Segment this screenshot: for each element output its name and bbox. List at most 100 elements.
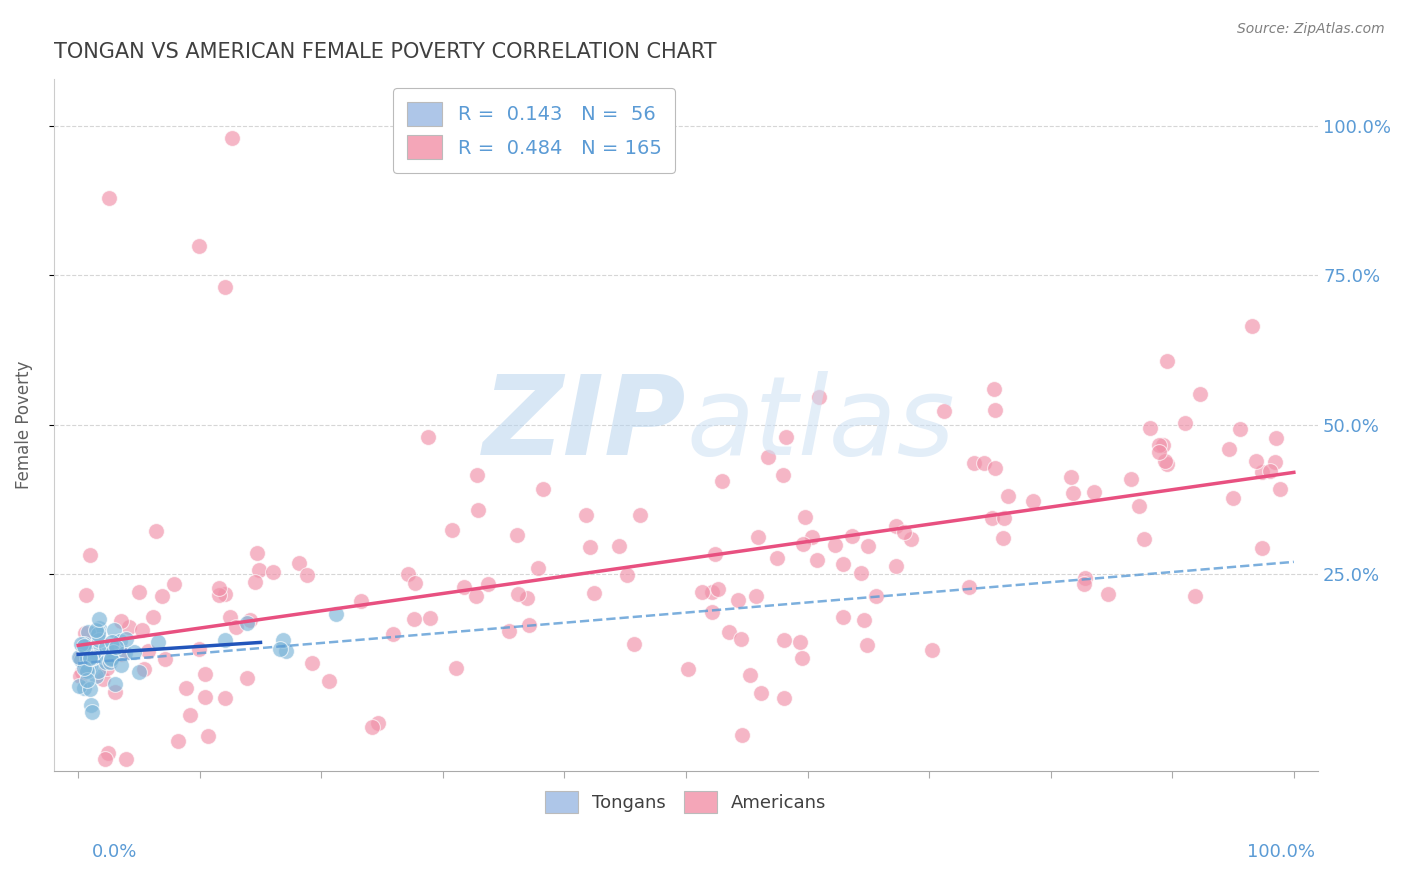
Text: ZIP: ZIP: [482, 371, 686, 478]
Point: [72, 681, 94, 696]
Point: [1156, 457, 1178, 471]
Text: TONGAN VS AMERICAN FEMALE POVERTY CORRELATION CHART: TONGAN VS AMERICAN FEMALE POVERTY CORREL…: [53, 42, 717, 62]
Point: [983, 382, 1005, 396]
Point: [84, 668, 107, 682]
Point: [75, 588, 97, 602]
Point: [865, 589, 887, 603]
Point: [702, 605, 724, 619]
Point: [1222, 491, 1244, 505]
Point: [76, 660, 98, 674]
Point: [82, 649, 104, 664]
Point: [214, 690, 236, 705]
Point: [1022, 493, 1045, 508]
Point: [97, 746, 120, 760]
Point: [527, 560, 550, 574]
Point: [1174, 416, 1197, 430]
Point: [87, 621, 110, 635]
Point: [921, 642, 943, 657]
Point: [616, 568, 638, 582]
Text: 100.0%: 100.0%: [1247, 843, 1315, 861]
Point: [367, 716, 389, 731]
Point: [73, 625, 96, 640]
Point: [1119, 472, 1142, 486]
Point: [517, 618, 540, 632]
Point: [498, 624, 520, 639]
Point: [69, 650, 91, 665]
Point: [214, 586, 236, 600]
Point: [396, 566, 419, 581]
Point: [884, 558, 907, 573]
Point: [444, 661, 467, 675]
Point: [1244, 453, 1267, 467]
Point: [76, 663, 98, 677]
Point: [146, 635, 169, 649]
Point: [83, 645, 105, 659]
Point: [1152, 438, 1174, 452]
Point: [94, 655, 117, 669]
Point: [676, 662, 699, 676]
Point: [100, 652, 122, 666]
Point: [197, 729, 219, 743]
Point: [67, 679, 90, 693]
Point: [69, 651, 91, 665]
Point: [77, 625, 100, 640]
Point: [794, 510, 817, 524]
Point: [932, 404, 955, 418]
Point: [1251, 541, 1274, 555]
Point: [800, 530, 823, 544]
Point: [1240, 318, 1263, 333]
Point: [103, 623, 125, 637]
Point: [792, 650, 814, 665]
Point: [247, 563, 270, 577]
Legend: Tongans, Americans: Tongans, Americans: [534, 780, 838, 824]
Point: [76, 651, 98, 665]
Point: [993, 510, 1015, 524]
Point: [441, 523, 464, 537]
Point: [1060, 470, 1083, 484]
Point: [262, 566, 284, 580]
Point: [86, 664, 108, 678]
Point: [984, 403, 1007, 417]
Point: [957, 580, 980, 594]
Point: [1097, 587, 1119, 601]
Point: [79, 681, 101, 696]
Point: [516, 591, 538, 605]
Point: [506, 528, 529, 542]
Point: [72, 639, 94, 653]
Point: [69, 637, 91, 651]
Point: [110, 614, 132, 628]
Point: [87, 627, 110, 641]
Point: [245, 574, 267, 589]
Point: [79, 651, 101, 665]
Point: [179, 708, 201, 723]
Point: [100, 656, 122, 670]
Point: [236, 616, 259, 631]
Point: [1260, 464, 1282, 478]
Point: [744, 589, 766, 603]
Point: [150, 589, 173, 603]
Point: [350, 594, 373, 608]
Point: [194, 690, 217, 704]
Point: [301, 656, 323, 670]
Point: [984, 461, 1007, 475]
Point: [531, 482, 554, 496]
Point: [579, 540, 602, 554]
Point: [419, 610, 441, 624]
Point: [1147, 437, 1170, 451]
Text: Source: ZipAtlas.com: Source: ZipAtlas.com: [1237, 22, 1385, 37]
Point: [188, 238, 211, 252]
Point: [453, 580, 475, 594]
Point: [1229, 422, 1251, 436]
Point: [101, 646, 124, 660]
Point: [96, 661, 118, 675]
Point: [82, 650, 104, 665]
Point: [730, 632, 752, 646]
Point: [271, 632, 294, 647]
Point: [852, 613, 875, 627]
Point: [84, 624, 107, 638]
Point: [163, 577, 186, 591]
Point: [110, 657, 132, 672]
Point: [700, 584, 723, 599]
Point: [100, 650, 122, 665]
Point: [824, 538, 846, 552]
